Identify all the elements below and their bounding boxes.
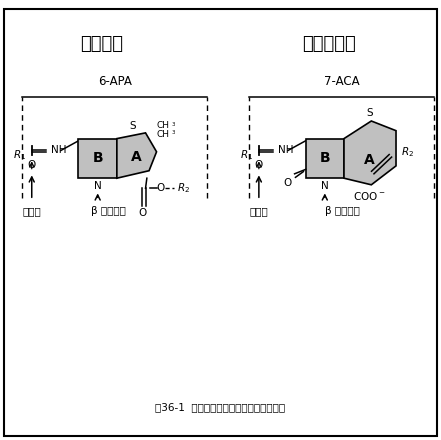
Text: 头孢菌素类: 头孢菌素类 [302, 35, 355, 53]
Text: $_3$: $_3$ [171, 120, 176, 128]
Text: 图36-1  青霉素类与头孢菌素类的基本结构: 图36-1 青霉素类与头孢菌素类的基本结构 [155, 402, 286, 412]
Text: COO$^-$: COO$^-$ [353, 190, 386, 202]
Polygon shape [344, 121, 396, 185]
Text: A: A [131, 150, 141, 164]
Text: 酰胺酶: 酰胺酶 [22, 206, 41, 216]
Text: β 内酰胺酶: β 内酰胺酶 [90, 206, 126, 216]
Text: 7-ACA: 7-ACA [324, 75, 359, 88]
Text: N: N [321, 181, 329, 191]
Text: S: S [366, 108, 373, 118]
Text: O: O [284, 178, 292, 187]
Text: A: A [364, 153, 375, 167]
Text: N: N [94, 181, 101, 191]
Text: NH: NH [51, 145, 66, 154]
FancyBboxPatch shape [78, 139, 117, 178]
Text: CH: CH [157, 130, 169, 139]
Text: $R_1$: $R_1$ [240, 148, 254, 162]
Text: $R_1$: $R_1$ [13, 148, 26, 162]
Text: O: O [255, 161, 263, 170]
Text: 青霉素类: 青霉素类 [80, 35, 123, 53]
Text: NH: NH [278, 145, 293, 154]
Text: 6-APA: 6-APA [98, 75, 131, 88]
Text: B: B [92, 151, 103, 165]
Text: B: B [319, 151, 330, 165]
Text: $_3$: $_3$ [171, 128, 176, 137]
Text: CH: CH [157, 121, 169, 130]
FancyBboxPatch shape [306, 139, 344, 178]
Text: $R_2$: $R_2$ [401, 145, 415, 159]
Text: O: O [28, 161, 36, 170]
Text: β 内酰胺酶: β 内酰胺酶 [325, 206, 360, 216]
Text: O: O [138, 208, 146, 217]
Text: O: O [157, 183, 165, 193]
Text: S: S [130, 121, 137, 131]
Polygon shape [117, 133, 157, 178]
Text: $R_2$: $R_2$ [177, 181, 191, 195]
Text: 酰胺酶: 酰胺酶 [250, 206, 268, 216]
